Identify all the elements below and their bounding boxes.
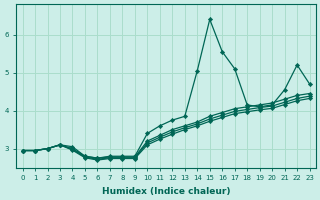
X-axis label: Humidex (Indice chaleur): Humidex (Indice chaleur): [102, 187, 230, 196]
